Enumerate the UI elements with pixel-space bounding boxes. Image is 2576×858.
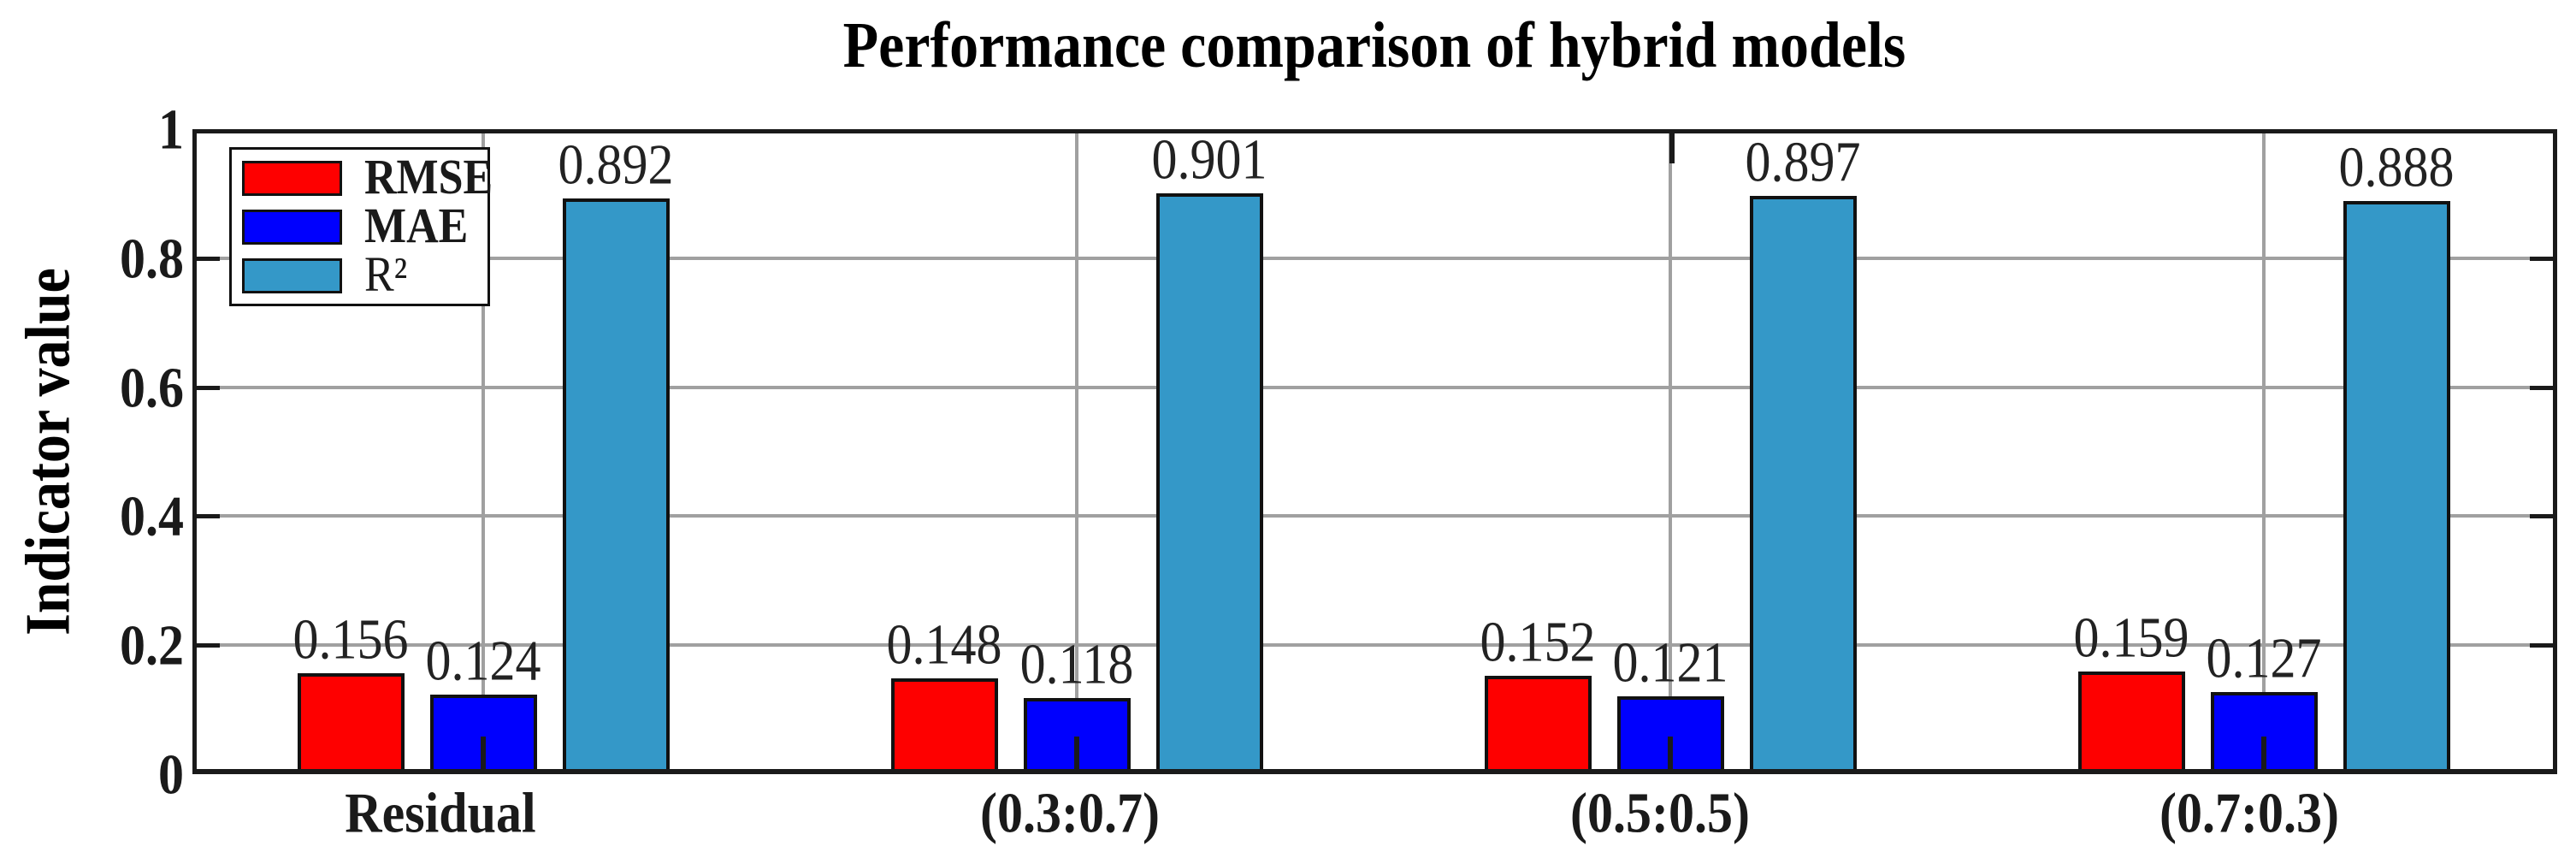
y-tick-inner-right bbox=[2530, 514, 2553, 519]
value-label: 0.148 bbox=[886, 612, 1002, 677]
y-tick-inner-right bbox=[2530, 643, 2553, 648]
y-tick-label: 0 bbox=[158, 743, 184, 806]
legend: RMSE MAE R² bbox=[229, 147, 493, 306]
value-label: 0.121 bbox=[1612, 630, 1728, 694]
value-label: 0.159 bbox=[2073, 606, 2189, 670]
value-label: 0.901 bbox=[1151, 127, 1267, 191]
bar-R-3 bbox=[1749, 195, 1857, 774]
legend-swatch bbox=[242, 160, 342, 196]
value-label: 0.156 bbox=[292, 607, 409, 672]
v-gridline bbox=[1075, 129, 1078, 774]
bar-R-4 bbox=[2343, 201, 2450, 774]
y-tick-label: 0.6 bbox=[120, 355, 184, 419]
y-tick-label: 0.2 bbox=[120, 613, 184, 678]
x-tick-inner bbox=[481, 737, 486, 769]
value-label: 0.152 bbox=[1480, 610, 1596, 674]
x-category-label: (0.7:0.3) bbox=[2159, 781, 2339, 844]
x-category-label: (0.5:0.5) bbox=[1570, 781, 1750, 844]
bar-RMSE-2 bbox=[890, 678, 998, 774]
bar-RMSE-3 bbox=[1484, 676, 1592, 774]
y-tick-inner-left bbox=[197, 256, 220, 261]
h-gridline bbox=[192, 643, 2557, 648]
legend-item: R² bbox=[242, 247, 487, 303]
value-label: 0.118 bbox=[1019, 632, 1134, 695]
v-gridline bbox=[2262, 129, 2266, 774]
y-axis-label: Indicator value bbox=[13, 268, 84, 636]
value-label: 0.892 bbox=[558, 133, 674, 197]
legend-swatch bbox=[242, 257, 342, 293]
x-tick-inner bbox=[1074, 737, 1079, 769]
v-gridline bbox=[1669, 129, 1672, 774]
bar-RMSE-1 bbox=[297, 673, 405, 774]
y-tick-inner-left bbox=[197, 514, 220, 519]
y-tick-inner-right bbox=[2530, 256, 2553, 261]
value-label: 0.888 bbox=[2338, 135, 2455, 199]
y-tick-label: 1 bbox=[158, 98, 184, 161]
top-border-artifact-tick bbox=[1669, 133, 1675, 163]
chart-title: Performance comparison of hybrid models bbox=[842, 8, 1906, 81]
value-label: 0.897 bbox=[1745, 129, 1861, 193]
y-tick-inner-right bbox=[2530, 385, 2553, 390]
h-gridline bbox=[192, 385, 2557, 389]
y-tick-label: 0.8 bbox=[120, 226, 184, 290]
legend-label: MAE bbox=[364, 198, 469, 254]
bar-R-2 bbox=[1155, 192, 1263, 774]
h-gridline bbox=[192, 256, 2557, 260]
y-tick-label: 0.4 bbox=[120, 484, 184, 548]
x-category-label: (0.3:0.7) bbox=[980, 781, 1160, 844]
legend-item: RMSE bbox=[242, 152, 493, 203]
legend-label: R² bbox=[364, 247, 408, 303]
value-label: 0.127 bbox=[2206, 626, 2322, 690]
bar-R-1 bbox=[562, 198, 670, 774]
y-tick-inner-left bbox=[197, 385, 220, 390]
v-gridline bbox=[482, 129, 485, 774]
legend-swatch bbox=[242, 209, 342, 245]
legend-item: MAE bbox=[242, 198, 487, 254]
h-gridline bbox=[192, 514, 2557, 518]
value-label: 0.124 bbox=[425, 628, 541, 692]
x-category-label: Residual bbox=[345, 781, 536, 844]
y-tick-inner-left bbox=[197, 643, 220, 648]
x-tick-inner bbox=[2261, 737, 2266, 769]
x-tick-inner bbox=[1668, 737, 1673, 769]
legend-label: RMSE bbox=[364, 150, 493, 205]
